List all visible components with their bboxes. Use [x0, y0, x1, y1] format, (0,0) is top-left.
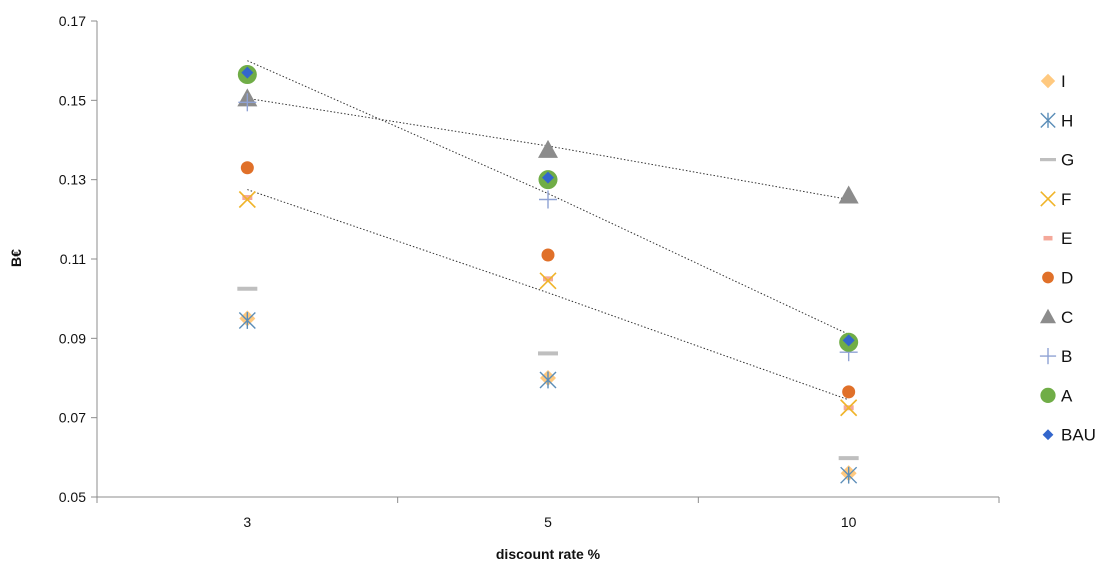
trendline-f	[247, 189, 849, 401]
legend-label: F	[1061, 190, 1071, 209]
legend-item: E	[1043, 229, 1072, 248]
legend-item: D	[1042, 269, 1073, 288]
y-tick-label: 0.17	[59, 13, 86, 29]
diamond-shape	[241, 66, 254, 79]
legend-label: C	[1061, 308, 1073, 327]
legend-marker	[1040, 387, 1056, 403]
legend-label: E	[1061, 229, 1072, 248]
legend-label: BAU	[1061, 426, 1096, 445]
data-point-g	[838, 456, 859, 461]
data-point-h	[238, 311, 256, 329]
x-axis-title: discount rate %	[496, 546, 601, 562]
data-point-f	[539, 272, 557, 290]
circle-shape	[1042, 271, 1054, 284]
dash-shape	[1040, 158, 1056, 162]
trendline-a	[247, 60, 849, 335]
legend-item: H	[1040, 111, 1073, 130]
legend-label: A	[1061, 386, 1073, 405]
data-points	[237, 65, 859, 484]
x-tick-label: 3	[243, 514, 251, 530]
data-point-bau	[842, 334, 855, 347]
legend-marker	[1043, 235, 1053, 241]
diamond-shape	[1040, 73, 1056, 89]
legend-item: A	[1040, 386, 1073, 405]
dash-shape	[242, 195, 253, 201]
dash-shape	[838, 456, 859, 461]
x-stroke	[238, 190, 256, 209]
dash-shape	[538, 351, 558, 356]
data-point-b	[539, 190, 557, 209]
triangle-shape	[838, 185, 859, 204]
data-point-d	[240, 161, 254, 175]
x-tick-label: 10	[841, 514, 857, 530]
data-point-g	[237, 286, 258, 291]
legend-label: D	[1061, 269, 1073, 288]
legend-label: G	[1061, 151, 1074, 170]
legend-label: H	[1061, 111, 1073, 130]
legend-item: G	[1040, 151, 1074, 170]
data-point-g	[538, 351, 558, 356]
dash-shape	[237, 286, 258, 291]
legend-item: C	[1040, 308, 1073, 327]
data-point-b	[238, 93, 257, 112]
legend-item: B	[1039, 347, 1072, 366]
legend-marker	[1040, 158, 1056, 162]
data-point-e	[242, 195, 253, 201]
y-tick-label: 0.11	[60, 251, 86, 267]
y-tick-label: 0.15	[59, 92, 86, 108]
legend-marker	[1040, 73, 1056, 89]
y-tick-label: 0.09	[59, 330, 86, 346]
legend-marker	[1040, 308, 1056, 324]
chart-axes: 0.05 0.07 0.09 0.11 0.13 0.15 0.17 3 5 10	[59, 13, 1000, 530]
legend-item: BAU	[1042, 426, 1096, 445]
y-tick-label: 0.07	[59, 410, 86, 426]
legend-marker	[1042, 429, 1054, 441]
y-axis-title: B€	[8, 249, 24, 267]
legend-marker	[1039, 348, 1057, 365]
x-stroke	[1040, 191, 1056, 207]
data-point-h	[539, 371, 557, 389]
data-point-d	[541, 248, 555, 262]
data-point-e	[543, 276, 553, 282]
circle-shape	[240, 161, 254, 175]
legend-marker	[1040, 191, 1056, 207]
circle-shape	[1040, 387, 1056, 403]
trendline-c	[247, 97, 849, 200]
data-point-d	[842, 385, 856, 399]
y-tick-label: 0.13	[59, 172, 86, 188]
diamond-shape	[542, 171, 554, 184]
dash-shape	[1043, 235, 1053, 241]
legend-item: I	[1040, 72, 1066, 91]
dash-shape	[543, 276, 553, 282]
data-point-f	[238, 190, 256, 209]
legend-item: F	[1040, 190, 1071, 209]
data-point-c	[838, 185, 859, 204]
diamond-shape	[1042, 429, 1054, 441]
trendlines	[247, 60, 849, 401]
data-point-f	[840, 399, 858, 417]
y-tick-label: 0.05	[59, 489, 86, 505]
data-point-c	[538, 139, 558, 158]
circle-shape	[842, 385, 856, 399]
data-point-bau	[542, 171, 554, 184]
circle-shape	[541, 248, 555, 262]
legend-label: B	[1061, 347, 1072, 366]
legend-marker	[1040, 112, 1056, 128]
x-tick-label: 5	[544, 514, 552, 530]
triangle-shape	[1040, 308, 1056, 324]
x-stroke	[840, 399, 858, 417]
legend: I H G F E D C B A BAU	[1039, 72, 1096, 445]
triangle-shape	[538, 139, 558, 158]
legend-marker	[1042, 271, 1054, 284]
data-point-h	[840, 466, 858, 484]
diamond-shape	[842, 334, 855, 347]
x-stroke	[539, 272, 557, 290]
data-point-bau	[241, 66, 254, 79]
legend-label: I	[1061, 72, 1066, 91]
